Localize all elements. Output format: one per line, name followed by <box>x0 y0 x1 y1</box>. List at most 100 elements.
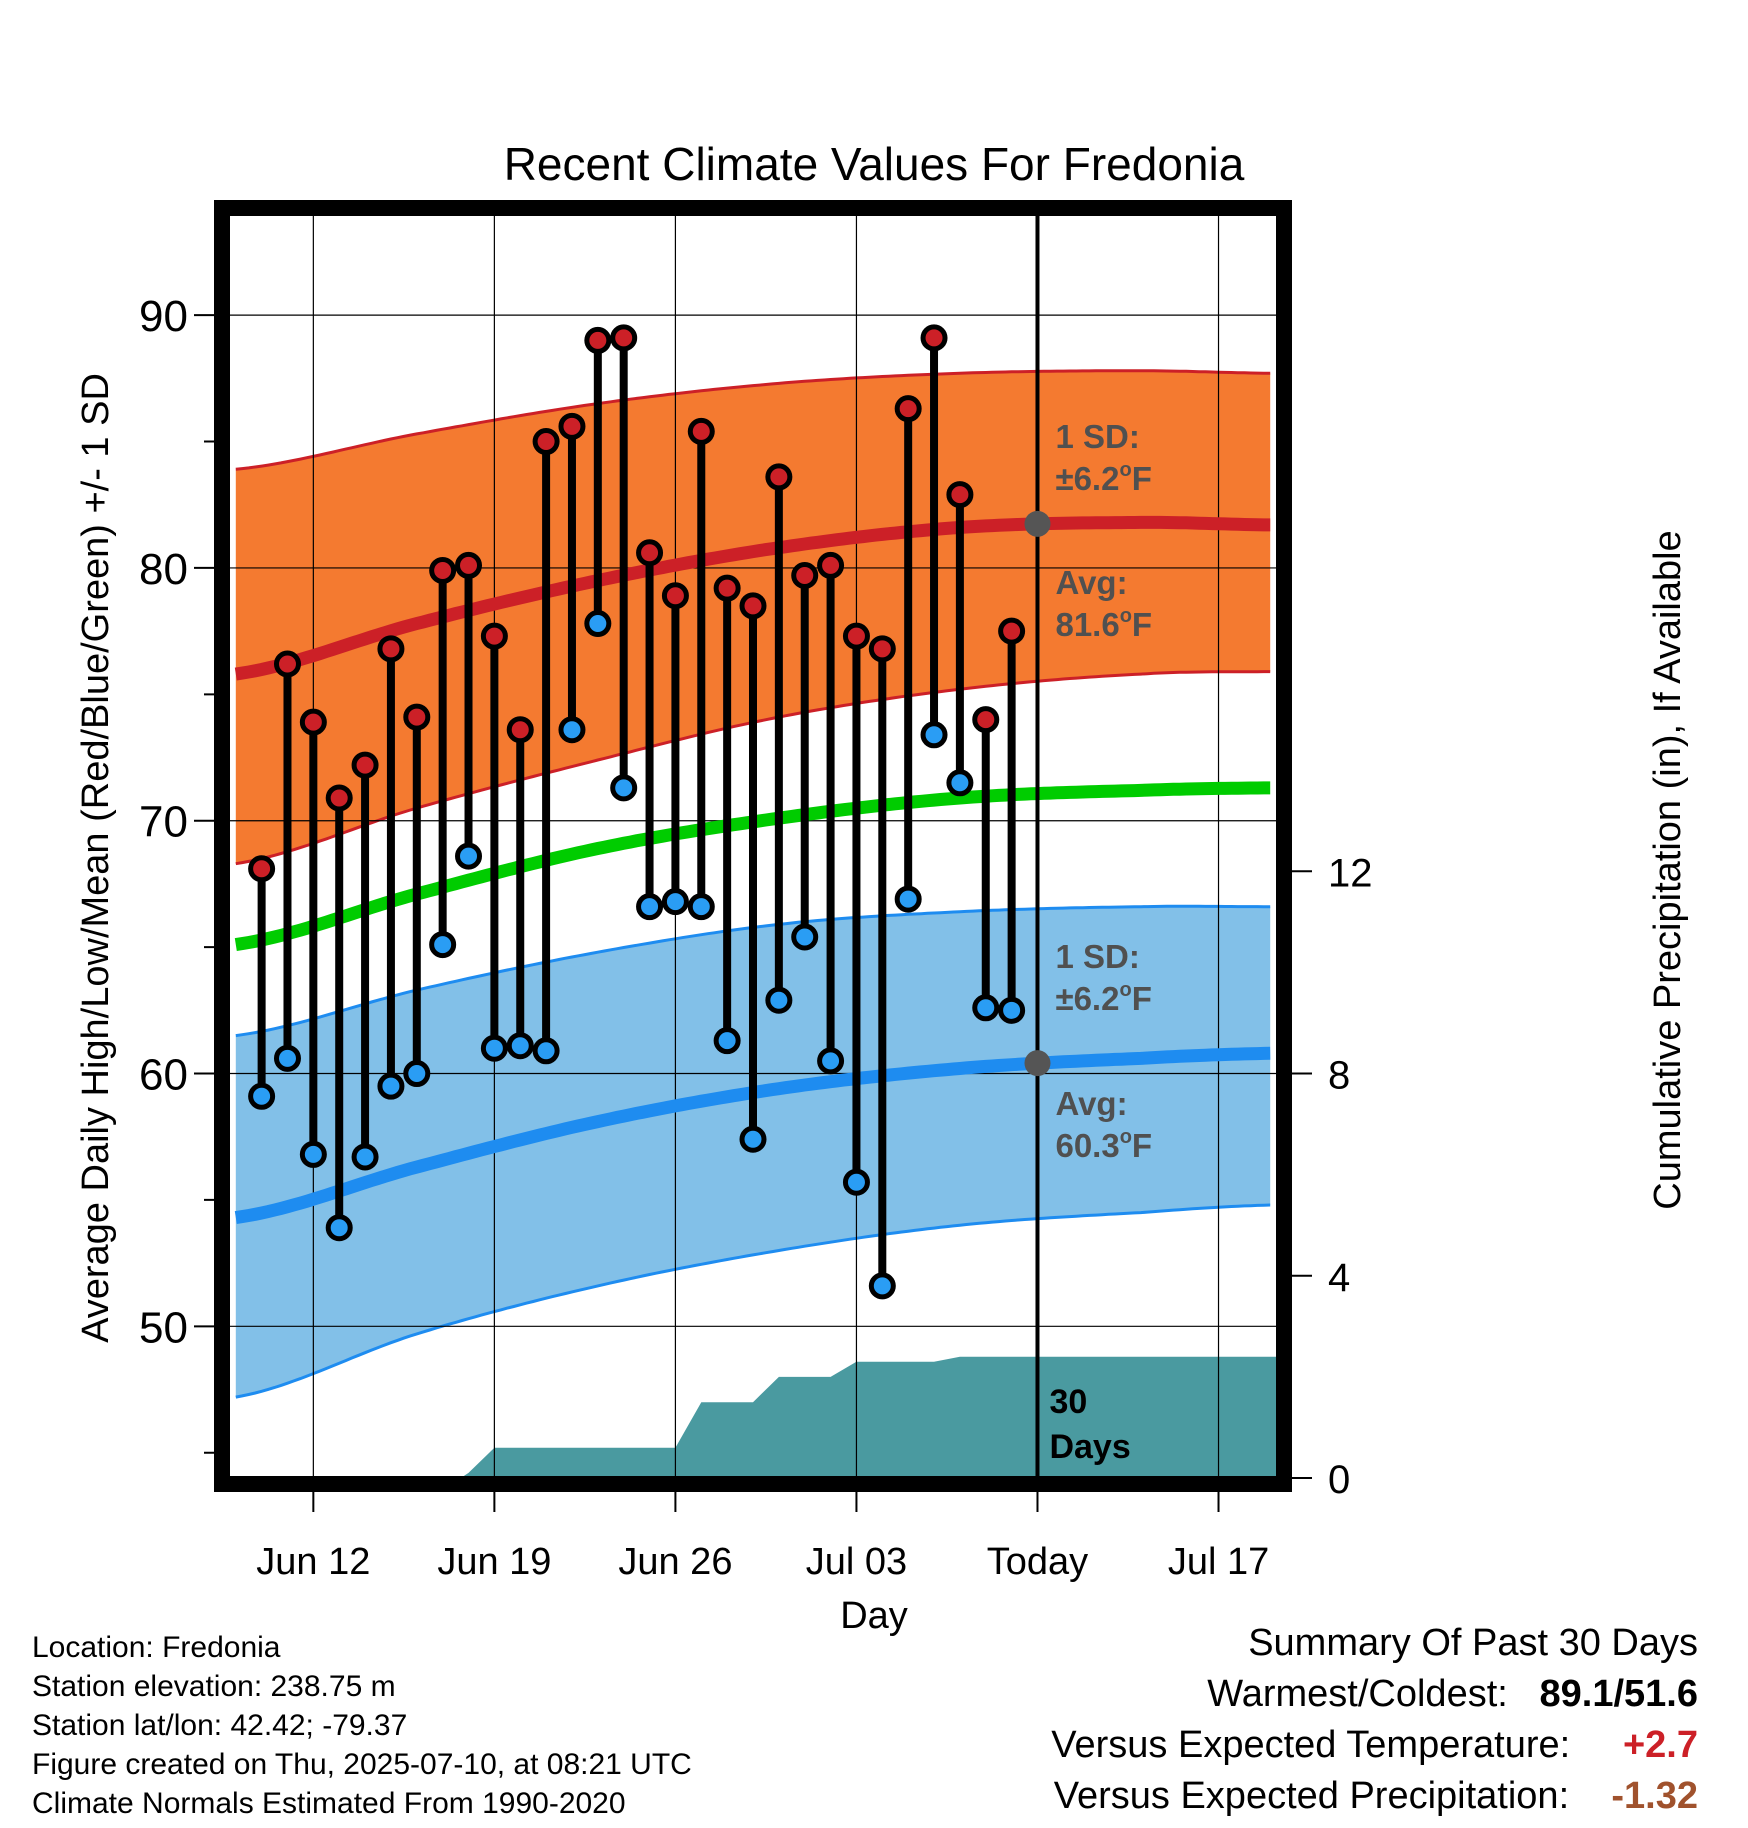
y-tick-label: 70 <box>139 798 188 847</box>
daily-markers <box>248 324 1051 1300</box>
low-marker <box>429 931 457 959</box>
high-sd-label: 1 SD: <box>1055 418 1139 455</box>
low-marker <box>584 610 612 638</box>
plot-frame <box>214 200 1292 1492</box>
low-marker <box>403 1060 431 1088</box>
high-marker <box>894 395 922 423</box>
today-low-avg-point <box>1024 1050 1051 1077</box>
info-normals: Climate Normals Estimated From 1990-2020 <box>32 1787 626 1820</box>
low-marker <box>946 769 974 797</box>
high-marker <box>610 324 638 352</box>
high-band-upper-edge <box>235 369 1271 471</box>
high-marker <box>532 428 560 456</box>
high-marker <box>972 706 1000 734</box>
low-marker <box>325 1214 353 1242</box>
high-avg-label: Avg: <box>1055 564 1127 601</box>
temp-anomaly-label: Versus Expected Temperature: <box>1051 1724 1571 1766</box>
cumulative-precip-area <box>228 1356 1278 1478</box>
y-tick-label: 90 <box>139 292 188 341</box>
high-marker <box>946 481 974 509</box>
axes: 50 60 70 80 90 0 4 8 12 Jun 12 Jun 19 Jun 26 Jul 03 T… <box>139 200 1373 1583</box>
y2-tick-label: 0 <box>1328 1458 1350 1502</box>
info-location: Location: Fredonia <box>32 1631 281 1664</box>
low-marker <box>998 996 1026 1024</box>
summary-temp: Versus Expected Temperature: +2.7 <box>1051 1724 1698 1767</box>
high-marker <box>687 417 715 445</box>
low-band-lower-edge <box>235 1203 1271 1399</box>
low-marker <box>713 1027 741 1055</box>
low-marker <box>480 1034 508 1062</box>
y2-tick-label: 8 <box>1328 1054 1350 1098</box>
high-marker <box>842 622 870 650</box>
low-marker <box>248 1082 276 1110</box>
summary-precip: Versus Expected Precipitation: -1.32 <box>1054 1775 1698 1818</box>
low-avg-label: Avg: <box>1055 1085 1127 1122</box>
high-sd-value: ±6.2oF <box>1055 459 1151 497</box>
y-tick-label: 50 <box>139 1303 188 1352</box>
low-marker <box>351 1143 379 1171</box>
summary-title: Summary Of Past 30 Days <box>1248 1622 1698 1665</box>
low-marker <box>868 1272 896 1300</box>
low-sd-label: 1 SD: <box>1055 938 1139 975</box>
precip-anomaly-label: Versus Expected Precipitation: <box>1053 1775 1570 1817</box>
high-marker <box>403 703 431 731</box>
high-marker <box>920 324 948 352</box>
x-tick-label: Today <box>987 1541 1088 1583</box>
low-marker <box>377 1072 405 1100</box>
warm-cold-label: Warmest/Coldest: <box>1207 1673 1508 1715</box>
low-marker <box>687 893 715 921</box>
low-marker <box>765 986 793 1014</box>
precip-anomaly-value: -1.32 <box>1611 1775 1698 1817</box>
high-marker <box>325 784 353 812</box>
low-marker <box>791 923 819 951</box>
x-tick-label: Jun 19 <box>437 1541 551 1583</box>
high-marker <box>506 716 534 744</box>
x-tick-label: Jun 26 <box>618 1541 732 1583</box>
high-marker <box>351 751 379 779</box>
band-annotations: 1 SD: ±6.2oF Avg: 81.6oF 1 SD: ±6.2oF Avg: 60.3… <box>1049 418 1152 1466</box>
low-marker <box>506 1032 534 1060</box>
y-axis-label: Average Daily High/Low/Mean (Red/Blue/Gr… <box>75 373 117 1343</box>
low-marker <box>610 774 638 802</box>
y2-tick-label: 12 <box>1328 851 1373 895</box>
warm-cold-value: 89.1/51.6 <box>1539 1673 1698 1715</box>
summary-title-text: Summary Of Past 30 Days <box>1248 1622 1698 1664</box>
high-marker <box>739 592 767 620</box>
low-marker <box>739 1125 767 1153</box>
period-label-days: Days <box>1049 1428 1130 1466</box>
high-marker <box>558 412 586 440</box>
precipitation-area <box>228 1356 1278 1478</box>
low-marker <box>558 716 586 744</box>
high-avg-value: 81.6oF <box>1055 605 1152 643</box>
info-latlon: Station lat/lon: 42.42; -79.37 <box>32 1709 408 1742</box>
info-elevation: Station elevation: 238.75 m <box>32 1670 396 1703</box>
high-avg-line <box>234 515 1271 681</box>
low-marker <box>532 1037 560 1065</box>
low-avg-value: 60.3oF <box>1055 1126 1152 1164</box>
high-marker <box>713 574 741 602</box>
high-marker <box>429 556 457 584</box>
x-axis-label: Day <box>840 1595 908 1637</box>
low-marker <box>299 1140 327 1168</box>
high-marker <box>584 326 612 354</box>
high-marker <box>661 582 689 610</box>
high-marker <box>868 635 896 663</box>
high-marker <box>817 551 845 579</box>
daily-range-bars <box>257 337 1016 1286</box>
low-marker <box>455 842 483 870</box>
y-tick-label: 60 <box>139 1051 188 1100</box>
low-marker <box>972 994 1000 1022</box>
high-marker <box>377 635 405 663</box>
low-marker <box>842 1168 870 1196</box>
high-marker <box>248 855 276 883</box>
low-marker <box>273 1044 301 1072</box>
temp-anomaly-value: +2.7 <box>1622 1724 1698 1766</box>
high-marker <box>455 551 483 579</box>
low-sd-value: ±6.2oF <box>1055 979 1151 1017</box>
high-marker <box>299 708 327 736</box>
y2-axis-label: Cumulative Precipitation (in), If Availa… <box>1647 530 1689 1209</box>
x-tick-label: Jun 12 <box>256 1541 370 1583</box>
x-tick-label: Jul 17 <box>1168 1541 1269 1583</box>
low-marker <box>817 1047 845 1075</box>
